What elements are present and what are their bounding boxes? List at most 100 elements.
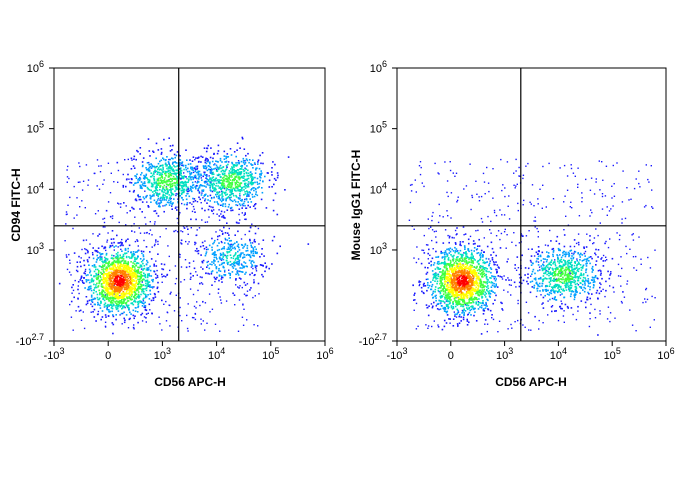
event-dot <box>151 174 154 177</box>
event-dot <box>115 294 117 296</box>
event-dot <box>238 254 240 257</box>
event-dot <box>184 180 186 183</box>
event-dot <box>101 256 103 258</box>
event-dot <box>124 279 126 281</box>
event-dot <box>213 164 215 166</box>
event-dot <box>654 297 656 299</box>
event-dot <box>118 242 121 244</box>
event-dot <box>461 309 464 312</box>
event-dot <box>247 185 250 188</box>
event-dot <box>517 202 519 205</box>
event-dot <box>104 296 107 299</box>
event-dot <box>183 175 186 177</box>
event-dot <box>459 253 462 256</box>
event-dot <box>129 257 131 259</box>
event-dot <box>226 232 229 234</box>
event-dot <box>130 282 132 284</box>
event-dot <box>513 184 515 186</box>
event-dot <box>151 312 153 315</box>
event-dot <box>503 231 506 233</box>
event-dot <box>245 271 247 274</box>
event-dot <box>104 277 107 279</box>
event-dot <box>462 310 464 313</box>
event-dot <box>228 234 230 236</box>
event-dot <box>158 172 161 174</box>
event-dot <box>119 283 122 286</box>
event-dot <box>137 278 139 281</box>
event-dot <box>152 165 155 168</box>
event-dot <box>114 266 117 268</box>
event-dot <box>590 177 593 179</box>
event-dot <box>227 242 229 245</box>
event-dot <box>249 239 251 242</box>
event-dot <box>223 211 226 213</box>
event-dot <box>121 272 124 274</box>
event-dot <box>179 195 182 197</box>
event-dot <box>247 175 250 177</box>
event-dot <box>160 201 163 204</box>
event-dot <box>83 264 86 267</box>
event-dot <box>100 293 103 295</box>
event-dot <box>164 163 167 165</box>
event-dot <box>207 165 210 167</box>
event-dot <box>609 238 611 240</box>
event-dot <box>114 301 116 303</box>
event-dot <box>132 303 135 306</box>
event-dot <box>229 247 232 249</box>
event-dot <box>102 270 105 272</box>
event-dot <box>103 304 106 306</box>
event-dot <box>96 282 98 285</box>
event-dot <box>424 266 426 269</box>
event-dot <box>151 195 153 197</box>
event-dot <box>468 311 471 314</box>
event-dot <box>240 189 242 191</box>
event-dot <box>80 276 83 278</box>
event-dot <box>610 271 612 273</box>
event-dot <box>243 256 246 258</box>
event-dot <box>145 293 147 296</box>
event-dot <box>155 166 157 168</box>
event-dot <box>114 289 116 291</box>
event-dot <box>156 194 158 196</box>
event-dot <box>122 264 124 266</box>
event-dot <box>230 209 232 212</box>
event-dot <box>465 304 468 306</box>
event-dot <box>467 238 470 241</box>
event-dot <box>210 197 213 200</box>
event-dot <box>460 264 462 266</box>
event-dot <box>149 269 152 272</box>
event-dot <box>151 286 154 288</box>
event-dot <box>577 233 580 235</box>
event-dot <box>214 187 216 189</box>
event-dot <box>267 172 269 174</box>
event-dot <box>155 191 157 194</box>
event-dot <box>491 247 494 250</box>
event-dot <box>142 254 145 256</box>
event-dot <box>605 259 608 261</box>
event-dot <box>119 289 122 292</box>
event-dot <box>259 256 261 258</box>
event-dot <box>158 202 160 204</box>
event-dot <box>160 200 162 202</box>
event-dot <box>154 189 157 192</box>
event-dot <box>125 267 128 269</box>
event-dot <box>651 206 653 208</box>
event-dot <box>96 159 99 161</box>
event-dot <box>560 300 562 302</box>
event-dot <box>418 280 420 282</box>
event-dot <box>120 301 123 304</box>
event-dot <box>142 157 145 159</box>
event-dot <box>75 269 78 272</box>
event-dot <box>142 255 145 258</box>
event-dot <box>440 287 442 289</box>
event-dot <box>459 241 462 243</box>
event-dot <box>106 266 108 268</box>
event-dot <box>221 172 224 175</box>
event-dot <box>227 246 230 249</box>
event-dot <box>244 162 247 164</box>
event-dot <box>593 237 596 239</box>
event-dot <box>218 195 220 197</box>
event-dot <box>180 281 182 283</box>
event-dot <box>599 313 601 315</box>
event-dot <box>165 199 168 201</box>
